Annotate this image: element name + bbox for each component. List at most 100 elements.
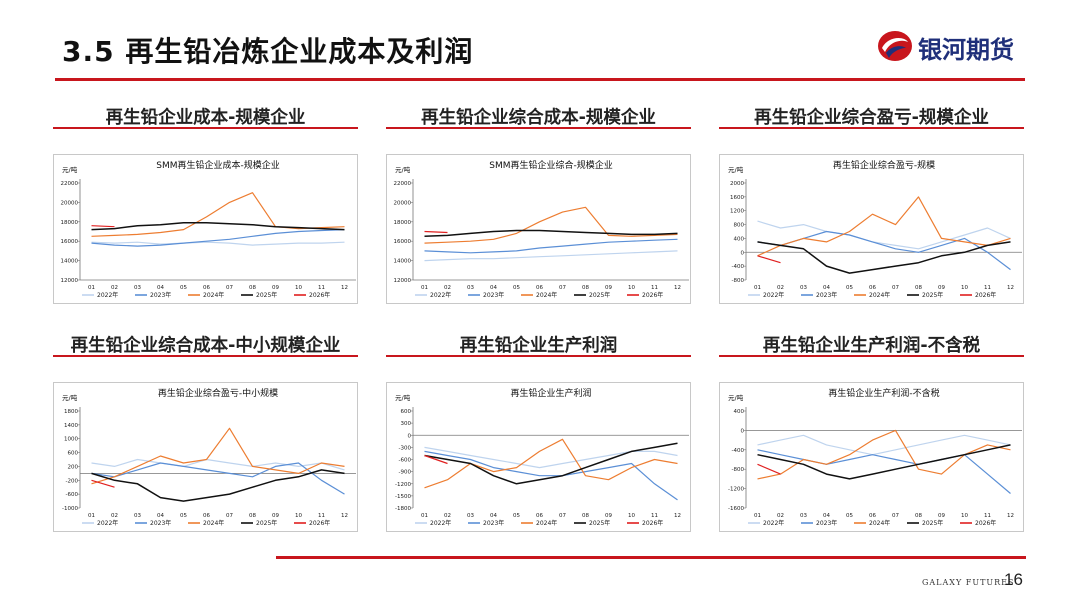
y-tick-label: -400 — [732, 264, 745, 270]
x-tick-label: 07 — [892, 285, 899, 291]
legend-label: 2024年 — [869, 291, 890, 299]
series-line-2023年 — [91, 462, 345, 495]
x-tick-label: 06 — [869, 285, 876, 291]
legend-label: 2022年 — [97, 519, 118, 527]
chart-panel-3: 再生铅企业综合盈亏-规模 元/吨 -800 -400 0 400 800 1200 1600 20… — [719, 154, 1024, 304]
legend-label: 2023年 — [483, 291, 504, 299]
series-line-2024年 — [757, 429, 1011, 480]
x-tick-label: 12 — [674, 513, 681, 519]
x-tick-label: 03 — [800, 285, 807, 291]
x-tick-label: 09 — [605, 285, 612, 291]
x-tick-label: 03 — [800, 513, 807, 519]
x-tick-label: 10 — [295, 285, 302, 291]
y-tick-label: 1200 — [730, 209, 744, 215]
series-line-2025年 — [757, 241, 1011, 274]
y-tick-label: 0 — [741, 428, 745, 434]
legend-label: 2023年 — [816, 519, 837, 527]
y-tick-label: 200 — [68, 464, 79, 470]
series-line-2026年 — [424, 454, 448, 465]
x-tick-label: 08 — [915, 513, 922, 519]
y-tick-label: 22000 — [394, 181, 412, 187]
x-tick-label: 01 — [88, 513, 95, 519]
x-tick-label: 10 — [961, 285, 968, 291]
y-tick-label: -200 — [66, 478, 79, 484]
chart-unit: 元/吨 — [728, 165, 744, 174]
series-line-2024年 — [91, 192, 345, 237]
y-tick-label: 12000 — [61, 278, 79, 284]
x-tick-label: 01 — [754, 513, 761, 519]
x-tick-label: 01 — [754, 285, 761, 291]
x-tick-label: 11 — [318, 513, 325, 519]
legend-label: 2022年 — [763, 291, 784, 299]
x-tick-label: 05 — [846, 285, 853, 291]
x-tick-label: 07 — [226, 513, 233, 519]
series-line-2023年 — [757, 449, 1011, 494]
legend-label: 2026年 — [642, 291, 663, 299]
x-tick-label: 11 — [318, 285, 325, 291]
x-tick-label: 06 — [536, 513, 543, 519]
x-tick-label: 06 — [203, 513, 210, 519]
x-tick-label: 09 — [938, 285, 945, 291]
chart-unit: 元/吨 — [62, 165, 78, 174]
legend-label: 2024年 — [536, 519, 557, 527]
y-tick-label: 18000 — [61, 220, 79, 226]
legend-label: 2023年 — [150, 291, 171, 299]
y-tick-label: 400 — [734, 409, 745, 415]
x-tick-label: 09 — [605, 513, 612, 519]
brand-logo: 银河期货 — [876, 28, 1036, 64]
legend-label: 2023年 — [816, 291, 837, 299]
x-tick-label: 12 — [341, 513, 348, 519]
legend-label: 2022年 — [763, 519, 784, 527]
footer-rule — [276, 556, 1026, 559]
x-tick-label: 12 — [1007, 513, 1014, 519]
x-tick-label: 06 — [869, 513, 876, 519]
x-tick-label: 09 — [272, 285, 279, 291]
title-rule — [55, 78, 1025, 81]
x-tick-label: 03 — [134, 285, 141, 291]
legend-label: 2026年 — [642, 519, 663, 527]
y-tick-label: -600 — [66, 492, 79, 498]
y-tick-label: -600 — [399, 458, 412, 464]
y-tick-label: -1200 — [728, 487, 744, 493]
y-tick-label: -800 — [732, 278, 745, 284]
x-tick-label: 05 — [513, 513, 520, 519]
series-line-2025年 — [757, 444, 1011, 480]
legend-label: 2024年 — [203, 519, 224, 527]
y-tick-label: -1500 — [395, 494, 411, 500]
legend-label: 2025年 — [589, 519, 610, 527]
y-tick-label: -800 — [732, 467, 745, 473]
x-tick-label: 06 — [536, 285, 543, 291]
y-tick-label: 1400 — [64, 423, 78, 429]
legend-label: 2025年 — [256, 291, 277, 299]
x-tick-label: 07 — [559, 513, 566, 519]
y-tick-label: -1200 — [395, 482, 411, 488]
series-line-2023年 — [424, 450, 678, 501]
series-line-2026年 — [91, 225, 115, 228]
y-tick-label: 22000 — [61, 181, 79, 187]
y-tick-label: 1600 — [730, 195, 744, 201]
legend-label: 2022年 — [97, 291, 118, 299]
series-line-2026年 — [91, 479, 115, 488]
x-tick-label: 09 — [272, 513, 279, 519]
x-tick-label: 10 — [628, 513, 635, 519]
chart-title: SMM再生铅企业综合-规模企业 — [489, 159, 613, 171]
y-tick-label: 1000 — [64, 437, 78, 443]
x-tick-label: 03 — [467, 513, 474, 519]
x-tick-label: 05 — [513, 285, 520, 291]
x-tick-label: 01 — [421, 513, 428, 519]
y-tick-label: 400 — [734, 236, 745, 242]
panel-rule-3 — [719, 127, 1024, 129]
series-line-2025年 — [424, 442, 678, 485]
x-tick-label: 04 — [490, 513, 497, 519]
y-tick-label: 0 — [408, 433, 412, 439]
chart-title: 再生铅企业综合盈亏-规模 — [833, 159, 935, 171]
x-tick-label: 04 — [157, 285, 164, 291]
legend-label: 2022年 — [430, 291, 451, 299]
panel-title-5: 再生铅企业生产利润 — [459, 336, 618, 356]
x-tick-label: 04 — [823, 285, 830, 291]
panel-title-6: 再生铅企业生产利润-不含税 — [762, 336, 981, 356]
chart-title: SMM再生铅企业成本-规模企业 — [156, 159, 280, 171]
